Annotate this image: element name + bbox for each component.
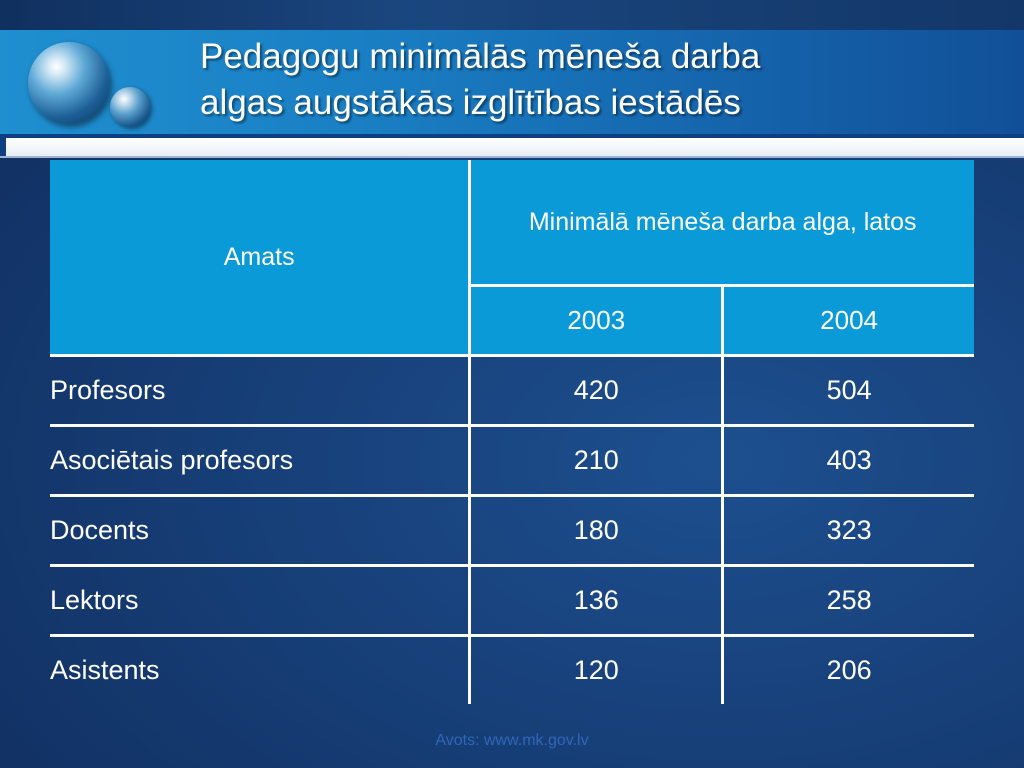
title-band xyxy=(0,30,1024,134)
source-link[interactable]: Avots: www.mk.gov.lv xyxy=(435,732,589,749)
title-stripe xyxy=(0,134,1024,140)
role-cell: Docents xyxy=(50,494,472,567)
column-header-2003: 2003 xyxy=(469,284,725,357)
top-dark-band xyxy=(0,0,1024,30)
value-2004-cell: 323 xyxy=(721,494,974,567)
value-2004-cell: 403 xyxy=(721,424,974,497)
value-2003-cell: 210 xyxy=(468,424,725,497)
role-cell: Asociētais profesors xyxy=(50,424,472,497)
column-header-amats: Amats xyxy=(50,160,472,357)
table-year-row: 2003 2004 xyxy=(50,284,974,357)
value-2003-cell: 136 xyxy=(468,564,725,637)
value-2003-cell: 180 xyxy=(468,494,725,567)
small-globe-icon xyxy=(110,87,150,127)
role-cell: Asistents xyxy=(50,634,472,704)
role-cell: Profesors xyxy=(50,354,472,427)
title-line-1: Pedagogu minimālās mēneša darba xyxy=(200,37,761,76)
table-row: Docents 180 323 xyxy=(50,494,974,567)
slide-title: Pedagogu minimālās mēneša darba algas au… xyxy=(200,34,1000,126)
role-cell: Lektors xyxy=(50,564,472,637)
table-row: Asistents 120 206 xyxy=(50,634,974,704)
value-2003-cell: 420 xyxy=(468,354,725,427)
title-line-2: algas augstākās izglītības iestādēs xyxy=(200,83,741,122)
column-header-2004: 2004 xyxy=(721,284,974,357)
table-row: Asociētais profesors 210 403 xyxy=(50,424,974,497)
value-2003-cell: 120 xyxy=(468,634,725,704)
table-row: Lektors 136 258 xyxy=(50,564,974,637)
table-header-row: Amats Minimālā mēneša darba alga, latos xyxy=(50,160,974,357)
divider-bar xyxy=(0,138,1024,158)
salary-table: Amats Minimālā mēneša darba alga, latos … xyxy=(50,160,974,704)
table-row: Profesors 420 504 xyxy=(50,354,974,427)
value-2004-cell: 504 xyxy=(721,354,974,427)
value-2004-cell: 206 xyxy=(721,634,974,704)
column-header-salary: Minimālā mēneša darba alga, latos xyxy=(468,160,974,287)
divider-tab xyxy=(0,138,6,156)
value-2004-cell: 258 xyxy=(721,564,974,637)
globe-logo-icon xyxy=(28,42,110,124)
